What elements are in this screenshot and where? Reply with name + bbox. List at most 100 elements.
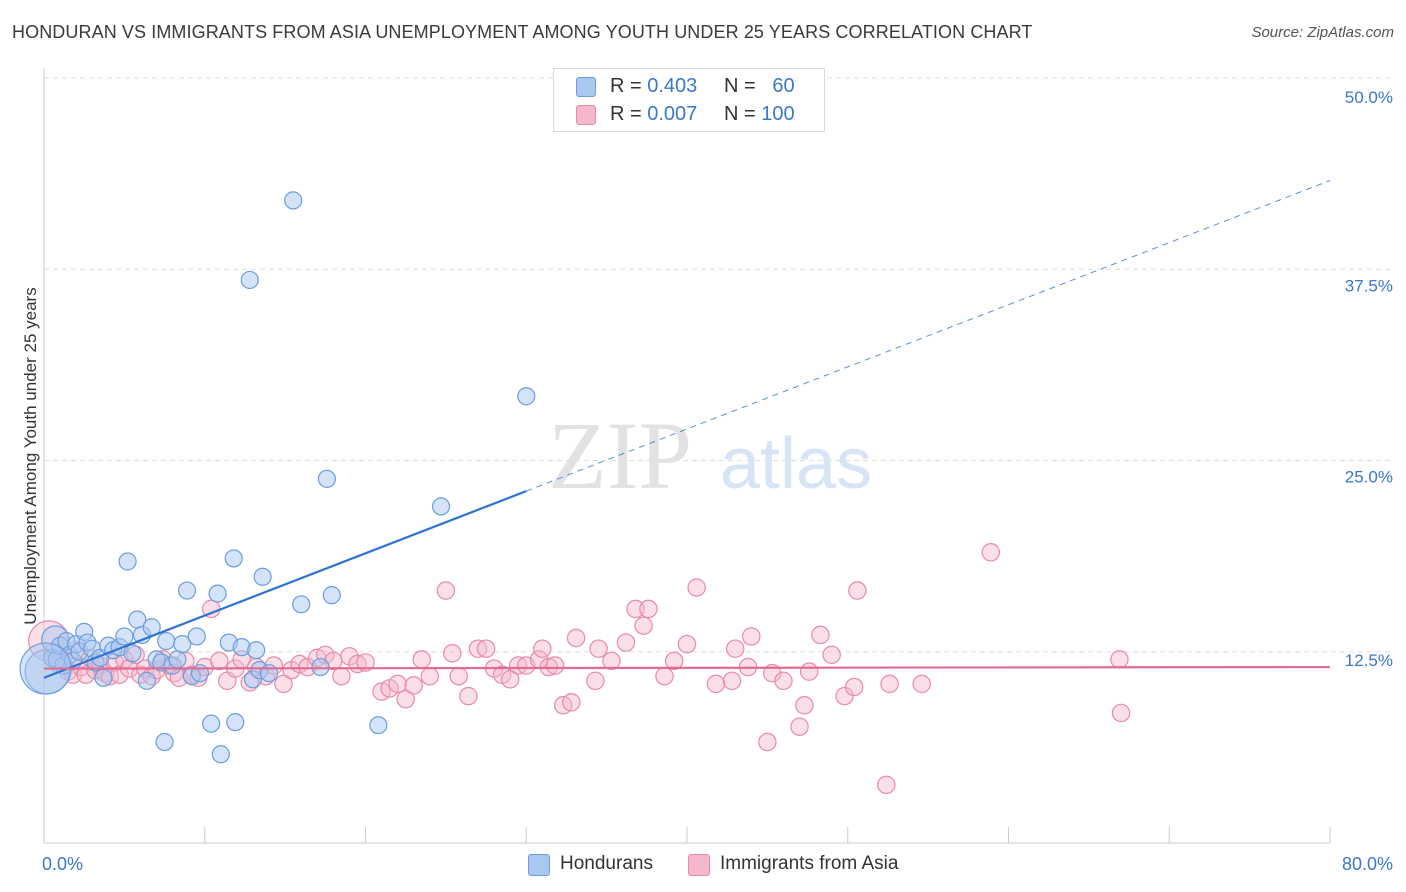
data-point-immigrants bbox=[877, 775, 896, 795]
legend-r-label: R = bbox=[610, 75, 648, 97]
data-point-immigrants bbox=[722, 671, 742, 691]
data-point-immigrants bbox=[586, 671, 605, 691]
data-point-immigrants bbox=[436, 581, 456, 600]
data-point-hondurans bbox=[284, 191, 303, 210]
data-point-hondurans bbox=[211, 745, 230, 764]
legend-n-value: 100 bbox=[761, 103, 795, 125]
data-point-immigrants bbox=[742, 627, 761, 646]
data-point-hondurans bbox=[118, 552, 137, 571]
data-point-immigrants bbox=[811, 625, 830, 645]
data-point-immigrants bbox=[332, 666, 351, 686]
data-point-immigrants bbox=[790, 717, 809, 736]
data-point-immigrants bbox=[706, 674, 726, 694]
legend-r-value: 0.403 bbox=[647, 75, 698, 97]
watermark: ZIP atlas bbox=[548, 402, 872, 509]
data-point-immigrants bbox=[589, 639, 608, 658]
data-point-immigrants bbox=[687, 578, 706, 597]
correlation-legend: R = 0.403 N = 60 R = 0.007 N = 100 bbox=[553, 68, 825, 132]
data-point-hondurans bbox=[190, 664, 210, 683]
trend-line-immigrants bbox=[43, 665, 1331, 670]
data-point-immigrants bbox=[880, 674, 899, 694]
y-tick-label: 37.5% bbox=[1345, 276, 1393, 295]
trend-line-hondurans-extension bbox=[526, 180, 1331, 492]
legend-label-immigrants: Immigrants from Asia bbox=[720, 853, 899, 874]
data-point-hondurans bbox=[322, 586, 341, 605]
data-point-immigrants bbox=[1110, 650, 1129, 669]
data-point-immigrants bbox=[533, 639, 552, 658]
data-point-hondurans bbox=[94, 668, 113, 687]
data-point-hondurans bbox=[292, 595, 311, 614]
x-tick-label: 0.0% bbox=[42, 854, 83, 874]
data-point-immigrants bbox=[626, 599, 645, 619]
data-point-immigrants bbox=[500, 670, 520, 689]
data-point-hondurans bbox=[224, 549, 243, 568]
data-point-immigrants bbox=[396, 689, 415, 709]
data-point-hondurans bbox=[247, 641, 266, 660]
data-point-immigrants bbox=[912, 674, 931, 694]
data-point-immigrants bbox=[664, 651, 684, 671]
x-tick-label: 80.0% bbox=[1342, 854, 1393, 874]
legend-swatch-blue bbox=[528, 854, 550, 876]
data-point-hondurans bbox=[431, 497, 451, 516]
data-point-hondurans bbox=[202, 714, 221, 733]
data-point-immigrants bbox=[468, 639, 488, 658]
data-point-immigrants bbox=[848, 581, 867, 600]
data-point-hondurans bbox=[187, 627, 206, 646]
watermark-atlas: atlas bbox=[720, 424, 872, 504]
data-point-immigrants bbox=[274, 674, 293, 694]
watermark-zip: ZIP bbox=[548, 402, 692, 509]
y-tick-label: 25.0% bbox=[1345, 468, 1393, 487]
data-point-hondurans bbox=[177, 581, 197, 600]
data-point-immigrants bbox=[449, 666, 468, 686]
data-point-immigrants bbox=[388, 674, 407, 694]
data-point-immigrants bbox=[443, 644, 462, 663]
data-point-immigrants bbox=[844, 677, 864, 697]
gridlines bbox=[44, 77, 1392, 653]
data-point-hondurans bbox=[123, 644, 142, 663]
source-label: Source: ZipAtlas.com bbox=[1251, 24, 1394, 41]
data-point-immigrants bbox=[508, 656, 528, 675]
data-point-immigrants bbox=[758, 732, 777, 752]
data-point-hondurans bbox=[253, 567, 272, 586]
data-point-hondurans bbox=[155, 732, 174, 752]
data-point-immigrants bbox=[655, 666, 674, 686]
data-point-hondurans bbox=[157, 631, 176, 651]
legend-n-label: N = bbox=[724, 103, 762, 125]
legend-swatch-pink bbox=[688, 854, 710, 876]
data-point-immigrants bbox=[459, 686, 478, 706]
legend-swatch-pink bbox=[576, 105, 596, 125]
trend-line-hondurans bbox=[43, 490, 527, 679]
trend-lines bbox=[43, 180, 1331, 679]
data-point-immigrants bbox=[677, 634, 697, 654]
legend-swatch-blue bbox=[576, 77, 596, 97]
y-axis-label: Unemployment Among Youth under 25 years bbox=[21, 287, 40, 624]
data-point-hondurans bbox=[115, 627, 134, 646]
data-point-hondurans bbox=[369, 716, 388, 735]
data-point-hondurans bbox=[226, 713, 245, 732]
data-point-hondurans bbox=[517, 387, 536, 406]
y-tick-label: 12.5% bbox=[1345, 651, 1393, 670]
legend-label-hondurans: Hondurans bbox=[560, 853, 653, 874]
data-point-immigrants bbox=[356, 653, 375, 672]
data-point-hondurans bbox=[240, 270, 259, 290]
y-tick-label: 50.0% bbox=[1345, 88, 1393, 107]
data-point-immigrants bbox=[209, 651, 229, 671]
tick-labels: 12.5% 25.0% 37.5% 50.0% 0.0% 80.0% bbox=[42, 88, 1393, 874]
data-point-immigrants bbox=[545, 656, 565, 675]
data-point-hondurans bbox=[173, 634, 192, 654]
data-point-immigrants bbox=[639, 599, 658, 619]
data-point-immigrants bbox=[822, 645, 841, 665]
data-point-hondurans bbox=[317, 469, 337, 488]
data-point-hondurans bbox=[168, 650, 187, 669]
data-point-immigrants bbox=[476, 639, 496, 658]
axes bbox=[43, 68, 1331, 844]
data-point-immigrants bbox=[725, 639, 745, 658]
data-point-immigrants bbox=[616, 633, 636, 652]
data-point-immigrants bbox=[602, 651, 621, 671]
legend-n-value: 60 bbox=[772, 75, 795, 97]
legend-r-value: 0.007 bbox=[647, 103, 698, 125]
data-point-immigrants bbox=[76, 665, 96, 684]
data-point-immigrants bbox=[795, 696, 814, 715]
data-point-immigrants bbox=[562, 692, 581, 712]
